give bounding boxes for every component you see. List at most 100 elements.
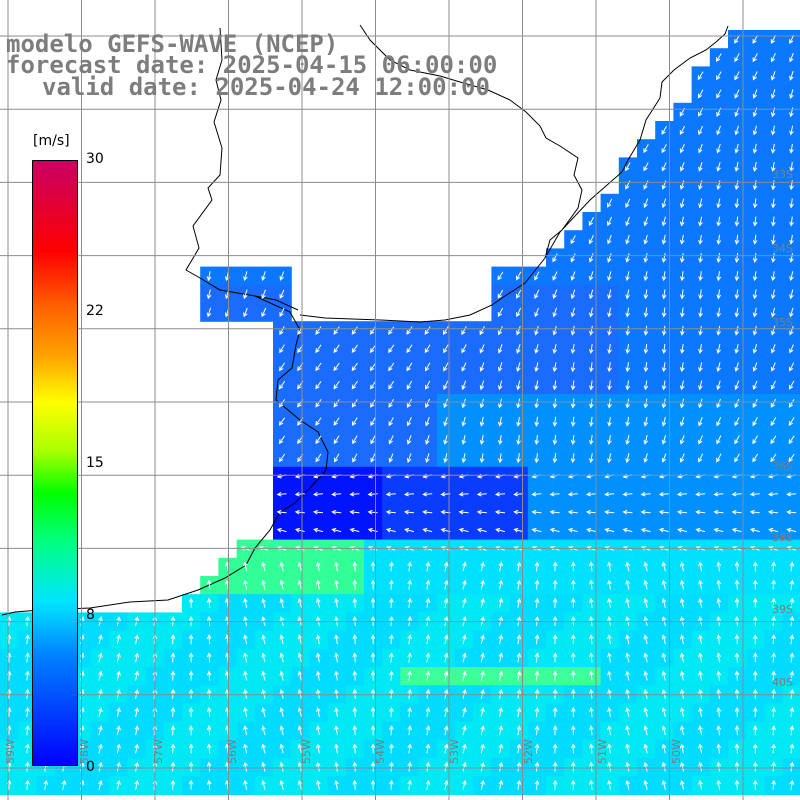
wind-arrow bbox=[589, 435, 594, 445]
wind-arrow bbox=[370, 399, 376, 408]
wind-arrow bbox=[767, 491, 779, 497]
wind-arrow bbox=[679, 398, 685, 409]
wind-arrow bbox=[734, 143, 740, 154]
wind-arrow bbox=[698, 180, 703, 190]
wind-arrow bbox=[607, 325, 612, 336]
wind-arrow bbox=[25, 779, 30, 790]
wind-arrow bbox=[679, 652, 685, 663]
wind-arrow bbox=[388, 326, 395, 335]
wind-arrow bbox=[498, 561, 504, 572]
wind-arrow bbox=[752, 380, 758, 390]
wind-arrow bbox=[570, 325, 576, 336]
wind-arrow bbox=[607, 707, 612, 717]
wind-arrow bbox=[334, 652, 339, 663]
wind-arrow bbox=[278, 435, 286, 445]
wind-arrow bbox=[734, 435, 740, 445]
wind-arrow bbox=[716, 725, 722, 736]
wind-arrow bbox=[552, 725, 558, 736]
wind-arrow bbox=[261, 725, 266, 736]
wind-arrow bbox=[279, 326, 285, 336]
wind-arrow bbox=[516, 307, 522, 318]
wind-arrow bbox=[206, 706, 212, 718]
wind-arrow bbox=[552, 743, 558, 754]
wind-arrow bbox=[698, 398, 703, 409]
wind-arrow bbox=[585, 491, 597, 497]
wind-arrow bbox=[716, 252, 722, 264]
wind-arrow bbox=[570, 380, 576, 391]
wind-arrow bbox=[589, 561, 594, 572]
wind-arrow bbox=[643, 416, 649, 427]
wind-arrow bbox=[406, 453, 412, 464]
wind-arrow bbox=[297, 561, 303, 572]
wind-arrow bbox=[771, 216, 776, 227]
wind-arrow bbox=[462, 670, 467, 681]
wind-arrow bbox=[370, 453, 376, 463]
wind-arrow bbox=[279, 743, 285, 754]
wind-arrow bbox=[443, 597, 449, 608]
wind-arrow bbox=[498, 707, 504, 718]
wind-arrow bbox=[549, 527, 560, 533]
wind-arrow bbox=[680, 344, 685, 354]
wind-arrow bbox=[588, 307, 594, 318]
wind-arrow bbox=[661, 216, 667, 227]
wind-arrow bbox=[716, 271, 722, 282]
wind-arrow bbox=[570, 398, 576, 409]
wind-arrow bbox=[589, 634, 594, 645]
wind-arrow bbox=[497, 398, 503, 409]
wind-arrow bbox=[406, 344, 413, 354]
wind-arrow bbox=[625, 343, 631, 355]
wind-arrow bbox=[698, 670, 703, 681]
wind-arrow bbox=[698, 344, 703, 354]
wind-arrow bbox=[771, 253, 776, 263]
wind-arrow bbox=[422, 527, 433, 533]
wind-arrow bbox=[461, 362, 467, 372]
lat-label: 39S bbox=[772, 603, 793, 616]
wind-arrow bbox=[552, 579, 558, 590]
wind-arrow bbox=[513, 491, 524, 497]
wind-arrow bbox=[516, 416, 521, 427]
wind-arrow bbox=[771, 706, 776, 718]
wind-arrow bbox=[643, 144, 649, 154]
wind-arrow bbox=[315, 561, 321, 572]
wind-arrow bbox=[516, 453, 521, 464]
wind-arrow bbox=[789, 307, 794, 318]
wind-arrow bbox=[552, 289, 558, 300]
wind-arrow bbox=[788, 398, 795, 408]
wind-arrow bbox=[534, 779, 540, 790]
wind-arrow bbox=[480, 561, 485, 572]
wind-arrow bbox=[643, 198, 649, 209]
wind-arrow bbox=[698, 634, 703, 645]
wind-arrow bbox=[443, 634, 449, 645]
wind-arrow bbox=[513, 509, 524, 515]
wind-arrow bbox=[461, 398, 466, 409]
wind-arrow bbox=[770, 289, 776, 300]
wind-arrow bbox=[425, 670, 431, 681]
wind-arrow bbox=[534, 706, 540, 718]
wind-arrow bbox=[698, 435, 703, 445]
wind-arrow bbox=[643, 234, 649, 245]
wind-arrow bbox=[352, 779, 358, 790]
wind-arrow bbox=[770, 52, 776, 63]
wind-arrow bbox=[698, 652, 703, 663]
wind-arrow bbox=[752, 398, 758, 409]
wind-arrow bbox=[716, 289, 722, 300]
wind-arrow bbox=[116, 743, 121, 754]
wind-arrow bbox=[643, 561, 649, 572]
wind-arrow bbox=[534, 652, 540, 663]
wind-arrow bbox=[607, 779, 612, 790]
wind-arrow bbox=[570, 235, 576, 245]
wind-arrow bbox=[333, 380, 340, 390]
wind-arrow bbox=[425, 634, 431, 645]
wind-arrow bbox=[679, 707, 685, 718]
wind-arrow bbox=[752, 216, 758, 227]
wind-arrow bbox=[312, 491, 324, 497]
wind-arrow bbox=[770, 380, 776, 390]
wind-arrow bbox=[297, 725, 303, 736]
wind-arrow bbox=[625, 597, 630, 608]
wind-arrow bbox=[625, 325, 631, 336]
wind-arrow bbox=[552, 706, 558, 718]
wind-arrow bbox=[334, 634, 339, 645]
wind-arrow bbox=[589, 725, 594, 736]
wind-arrow bbox=[589, 579, 594, 590]
